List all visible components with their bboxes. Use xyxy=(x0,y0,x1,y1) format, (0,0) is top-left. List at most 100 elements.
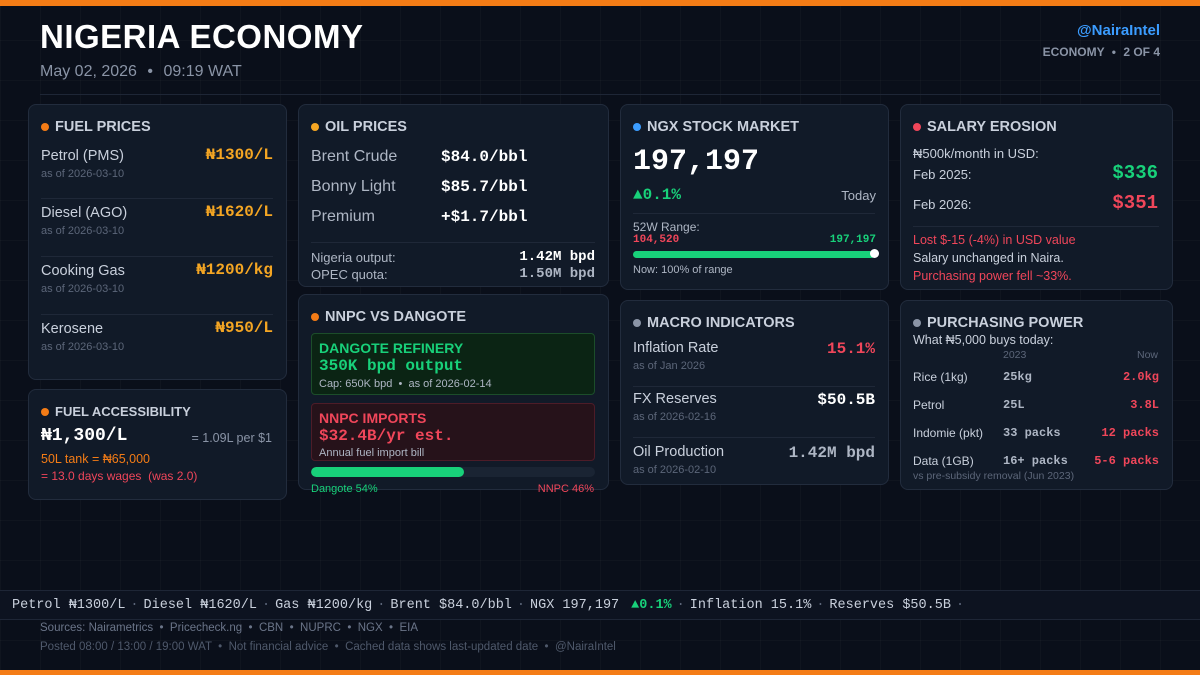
ticker-separator: · xyxy=(676,598,685,613)
pp-then: 25L xyxy=(1003,398,1025,412)
ticker-item: Diesel ₦1620/L xyxy=(143,598,257,613)
oil-name: Brent Crude xyxy=(311,148,398,165)
macro-name: Inflation Rate xyxy=(633,340,719,356)
ngx-range-position: Now: 100% of range xyxy=(633,264,733,276)
time-text: 09:19 WAT xyxy=(163,63,242,80)
header-divider xyxy=(40,94,1160,95)
section-tag: ECONOMY • 2 OF 4 xyxy=(1043,45,1160,59)
oil-prices-title: OIL PRICES xyxy=(311,119,407,135)
nnpc-box: NNPC IMPORTS $32.4B/yr est. Annual fuel … xyxy=(311,403,595,461)
salary-row2-value: $351 xyxy=(1112,192,1158,214)
pp-then: 33 packs xyxy=(1003,426,1061,440)
ticker-item: Inflation 15.1% xyxy=(689,598,812,613)
amber-dot-icon xyxy=(311,123,319,131)
column-head-now: Now xyxy=(1136,349,1158,361)
ngx-change: ▲0.1% xyxy=(633,186,682,204)
purchasing-power-title: PURCHASING POWER xyxy=(913,315,1083,331)
nnpc-note: Annual fuel import bill xyxy=(319,447,425,459)
fuel-accessibility-title: FUEL ACCESSIBILITY xyxy=(41,404,191,419)
ticker-ngx-change: ▲0.1% xyxy=(631,598,672,613)
oil-value: $85.7/bbl xyxy=(441,178,528,196)
salary-note-usd-loss: Lost $-15 (-4%) in USD value xyxy=(913,233,1076,247)
salary-row1-value: $336 xyxy=(1112,162,1158,184)
fuel-divider xyxy=(41,198,273,199)
ticker-item: Gas ₦1200/kg xyxy=(275,598,373,613)
macro-name: Oil Production xyxy=(633,444,725,460)
fuel-name: Petrol (PMS) xyxy=(41,148,124,164)
macro-value: $50.5B xyxy=(817,391,875,409)
ticker-item: Reserves $50.5B xyxy=(829,598,951,613)
macro-card: MACRO INDICATORS Inflation Rate as of Ja… xyxy=(620,300,889,485)
salary-divider xyxy=(913,226,1159,227)
share-bar xyxy=(311,467,595,477)
fuel-asof: as of 2026-03-10 xyxy=(41,283,125,295)
nnpc-vs-dangote-title: NNPC VS DANGOTE xyxy=(311,309,466,325)
blue-dot-icon xyxy=(633,123,641,131)
opec-quota-row: OPEC quota: 1.50M bpd xyxy=(311,266,595,282)
dangote-box: DANGOTE REFINERY 350K bpd output Cap: 65… xyxy=(311,333,595,395)
pp-now: 3.8L xyxy=(1130,398,1159,412)
salary-title-text: SALARY EROSION xyxy=(927,119,1057,135)
orange-dot-icon xyxy=(41,123,49,131)
salary-note-power: Purchasing power fell ~33%. xyxy=(913,269,1072,283)
purchasing-power-subtitle: What ₦5,000 buys today: xyxy=(913,333,1054,347)
fuel-accessibility-title-text: FUEL ACCESSIBILITY xyxy=(55,404,191,419)
pp-item: Petrol xyxy=(913,398,945,412)
ticker-separator: · xyxy=(261,598,271,613)
ticker-item: Petrol ₦1300/L xyxy=(12,598,126,613)
ticker-separator: · xyxy=(130,598,139,613)
salary-note-naira: Salary unchanged in Naira. xyxy=(913,251,1064,265)
salary-erosion-card: SALARY EROSION ₦500k/month in USD: Feb 2… xyxy=(900,104,1173,290)
fuel-price: ₦1200/kg xyxy=(196,261,273,279)
pp-item: Indomie (pkt) xyxy=(913,426,984,440)
macro-divider xyxy=(633,437,875,438)
handle-link[interactable]: @NairaIntel xyxy=(1077,22,1160,39)
salary-row1-label: Feb 2025: xyxy=(913,167,972,182)
nnpc-heading: NNPC IMPORTS xyxy=(319,410,427,426)
fuel-asof: as of 2026-03-10 xyxy=(41,225,125,237)
ngx-range-label: 52W Range: xyxy=(633,220,700,234)
ngx-index-value: 197,197 xyxy=(633,145,760,179)
fuel-name: Cooking Gas xyxy=(41,263,125,279)
output-label: Nigeria output: xyxy=(311,250,396,265)
litres-per-dollar: = 1.09L per $1 xyxy=(191,431,272,445)
ticker-bar: Petrol ₦1300/L · Diesel ₦1620/L · Gas ₦1200/… xyxy=(0,590,1200,620)
top-accent-bar xyxy=(0,0,1200,6)
fuel-prices-title-text: FUEL PRICES xyxy=(55,119,151,135)
section-dot: • xyxy=(1111,45,1116,59)
fuel-prices-card: FUEL PRICES Petrol (PMS) ₦1300/L as of 2… xyxy=(28,104,287,380)
pp-now: 2.0kg xyxy=(1122,370,1159,384)
page-indicator: 2 OF 4 xyxy=(1123,45,1160,59)
datetime-separator: • xyxy=(147,63,154,80)
fuel-name: Diesel (AGO) xyxy=(41,205,128,221)
nnpc-imports-value: $32.4B/yr est. xyxy=(319,427,454,445)
ngx-title-text: NGX STOCK MARKET xyxy=(647,119,799,135)
nnpc-vs-dangote-title-text: NNPC VS DANGOTE xyxy=(325,309,466,325)
fuel-accessibility-card: FUEL ACCESSIBILITY ₦1,300/L = 1.09L per … xyxy=(28,389,287,500)
ngx-period: Today xyxy=(841,188,876,203)
datetime: May 02, 2026 • 09:19 WAT xyxy=(40,63,242,81)
macro-asof: as of 2026-02-16 xyxy=(633,411,717,423)
salary-subtitle: ₦500k/month in USD: xyxy=(913,146,1039,161)
fuel-prices-title: FUEL PRICES xyxy=(41,119,151,135)
pp-then: 25kg xyxy=(1003,370,1032,384)
dangote-share-fill xyxy=(311,467,465,477)
ngx-range-fill xyxy=(633,251,875,258)
grey-dot-icon xyxy=(913,319,921,327)
output-value: 1.42M bpd xyxy=(519,249,595,265)
oil-divider xyxy=(311,242,595,243)
ngx-title: NGX STOCK MARKET xyxy=(633,119,799,135)
page-title: NIGERIA ECONOMY xyxy=(40,18,364,55)
pp-then: 16+ packs xyxy=(1003,454,1068,468)
macro-asof: as of Jan 2026 xyxy=(633,360,706,372)
dangote-output: 350K bpd output xyxy=(319,357,464,375)
quota-value: 1.50M bpd xyxy=(519,266,595,282)
ticker-content: Petrol ₦1300/L · Diesel ₦1620/L · Gas ₦1200/… xyxy=(12,598,969,613)
ngx-divider xyxy=(633,213,875,214)
oil-prices-card: OIL PRICES Brent Crude $84.0/bbl Bonny L… xyxy=(298,104,609,287)
ticker-separator: · xyxy=(516,598,526,613)
oil-prices-title-text: OIL PRICES xyxy=(325,119,407,135)
tank-cost: 50L tank = ₦65,000 xyxy=(41,452,150,466)
red-dot-icon xyxy=(913,123,921,131)
macro-value: 1.42M bpd xyxy=(788,444,875,462)
